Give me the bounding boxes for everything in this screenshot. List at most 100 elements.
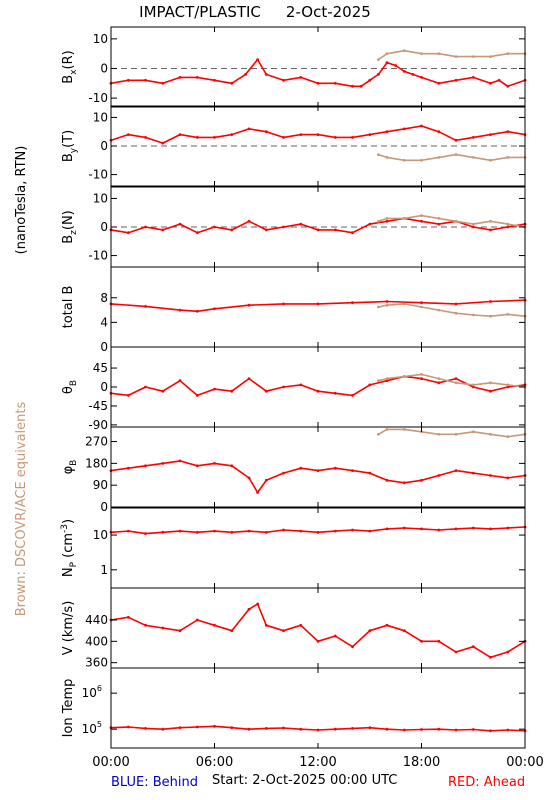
- data-point-ahead: [506, 526, 510, 530]
- series-ahead: [109, 217, 527, 235]
- data-point-ahead: [213, 78, 216, 82]
- data-point-dscovr: [437, 377, 441, 380]
- y-tick-label: 270: [85, 435, 108, 449]
- data-point-ahead: [489, 228, 492, 232]
- data-point-ahead: [506, 476, 510, 480]
- data-point-ahead: [437, 639, 441, 643]
- data-point-dscovr: [437, 217, 441, 220]
- data-point-ahead: [471, 76, 475, 79]
- data-point-ahead: [256, 602, 259, 606]
- y-tick-label: -10: [88, 168, 108, 182]
- data-point-ahead: [230, 726, 234, 730]
- data-point-ahead: [454, 78, 458, 82]
- data-point-ahead: [471, 645, 475, 649]
- data-point-ahead: [316, 228, 320, 232]
- data-point-ahead: [126, 466, 130, 470]
- data-point-ahead: [497, 78, 501, 82]
- data-point-dscovr: [471, 430, 475, 434]
- data-point-dscovr: [402, 49, 406, 53]
- data-point-ahead: [195, 394, 199, 397]
- panel-frame: [110, 26, 526, 108]
- data-point-ahead: [489, 133, 492, 137]
- panel-4: 8 4 0 total B: [61, 266, 527, 354]
- data-point-ahead: [144, 136, 147, 139]
- panel-1: 10 0 -10 Bx(R): [61, 26, 527, 108]
- data-point-ahead: [385, 379, 389, 383]
- series-line-ahead: [110, 299, 526, 313]
- data-point-ahead: [247, 607, 251, 611]
- data-point-ahead: [144, 623, 147, 627]
- data-point-ahead: [161, 141, 165, 145]
- data-point-ahead: [230, 228, 234, 232]
- footer-ahead: RED: Ahead: [448, 775, 525, 790]
- data-point-ahead: [161, 727, 165, 731]
- data-point-ahead: [195, 76, 199, 79]
- series-line-ahead: [110, 460, 526, 494]
- series-dscovr: [377, 214, 527, 229]
- data-point-ahead: [230, 530, 234, 534]
- data-point-ahead: [299, 529, 303, 533]
- data-point-ahead: [351, 645, 354, 649]
- x-tick-label: 00:00: [506, 755, 543, 770]
- data-point-ahead: [264, 73, 268, 76]
- data-point-dscovr: [420, 373, 423, 376]
- data-point-ahead: [385, 219, 389, 223]
- data-point-dscovr: [506, 383, 510, 387]
- series-dscovr: [377, 373, 527, 389]
- data-point-ahead: [385, 130, 389, 134]
- data-point-ahead: [402, 481, 406, 485]
- data-point-ahead: [213, 724, 216, 728]
- data-point-ahead: [178, 379, 182, 383]
- data-point-ahead: [213, 623, 216, 627]
- data-point-ahead: [402, 127, 406, 131]
- data-point-ahead: [126, 529, 130, 533]
- data-point-ahead: [316, 469, 320, 472]
- data-point-dscovr: [377, 379, 380, 383]
- data-point-ahead: [471, 225, 475, 229]
- series-dscovr: [377, 153, 527, 162]
- data-point-ahead: [402, 629, 406, 633]
- data-point-ahead: [144, 225, 147, 229]
- series-ahead: [109, 724, 527, 733]
- data-point-ahead: [368, 78, 372, 82]
- y-tick-label: 360: [85, 656, 108, 670]
- y-tick-label: -90: [88, 418, 108, 432]
- series-dscovr: [377, 428, 527, 439]
- data-point-ahead: [394, 64, 397, 67]
- data-point-ahead: [213, 307, 216, 311]
- data-point-dscovr: [489, 55, 492, 58]
- data-point-dscovr: [402, 302, 406, 306]
- y-tick-label: -45: [88, 399, 108, 413]
- data-point-dscovr: [385, 377, 389, 380]
- data-point-dscovr: [377, 153, 380, 157]
- data-point-ahead: [195, 464, 199, 468]
- data-point-ahead: [316, 389, 320, 393]
- data-point-ahead: [178, 222, 182, 226]
- data-point-ahead: [420, 639, 423, 643]
- y-tick-label: 0: [100, 340, 108, 354]
- data-point-dscovr: [402, 217, 406, 220]
- data-point-ahead: [264, 623, 268, 627]
- data-point-ahead: [161, 530, 165, 534]
- data-point-ahead: [316, 302, 320, 306]
- panel-frame: [110, 667, 526, 749]
- data-point-ahead: [126, 78, 130, 82]
- data-point-ahead: [333, 529, 337, 533]
- data-point-ahead: [299, 76, 303, 79]
- data-point-ahead: [299, 623, 303, 627]
- y-axis-label: φB: [61, 460, 79, 475]
- data-point-dscovr: [471, 383, 475, 387]
- data-point-dscovr: [385, 428, 389, 431]
- data-point-ahead: [368, 133, 372, 137]
- data-point-ahead: [333, 391, 337, 395]
- data-point-ahead: [126, 615, 130, 619]
- data-point-ahead: [195, 309, 199, 313]
- data-point-ahead: [471, 136, 475, 139]
- data-point-dscovr: [471, 55, 475, 58]
- data-point-dscovr: [420, 158, 423, 162]
- data-point-ahead: [420, 728, 423, 731]
- data-point-dscovr: [420, 214, 423, 218]
- data-point-ahead: [454, 469, 458, 472]
- data-point-ahead: [333, 136, 337, 139]
- data-point-ahead: [195, 136, 199, 139]
